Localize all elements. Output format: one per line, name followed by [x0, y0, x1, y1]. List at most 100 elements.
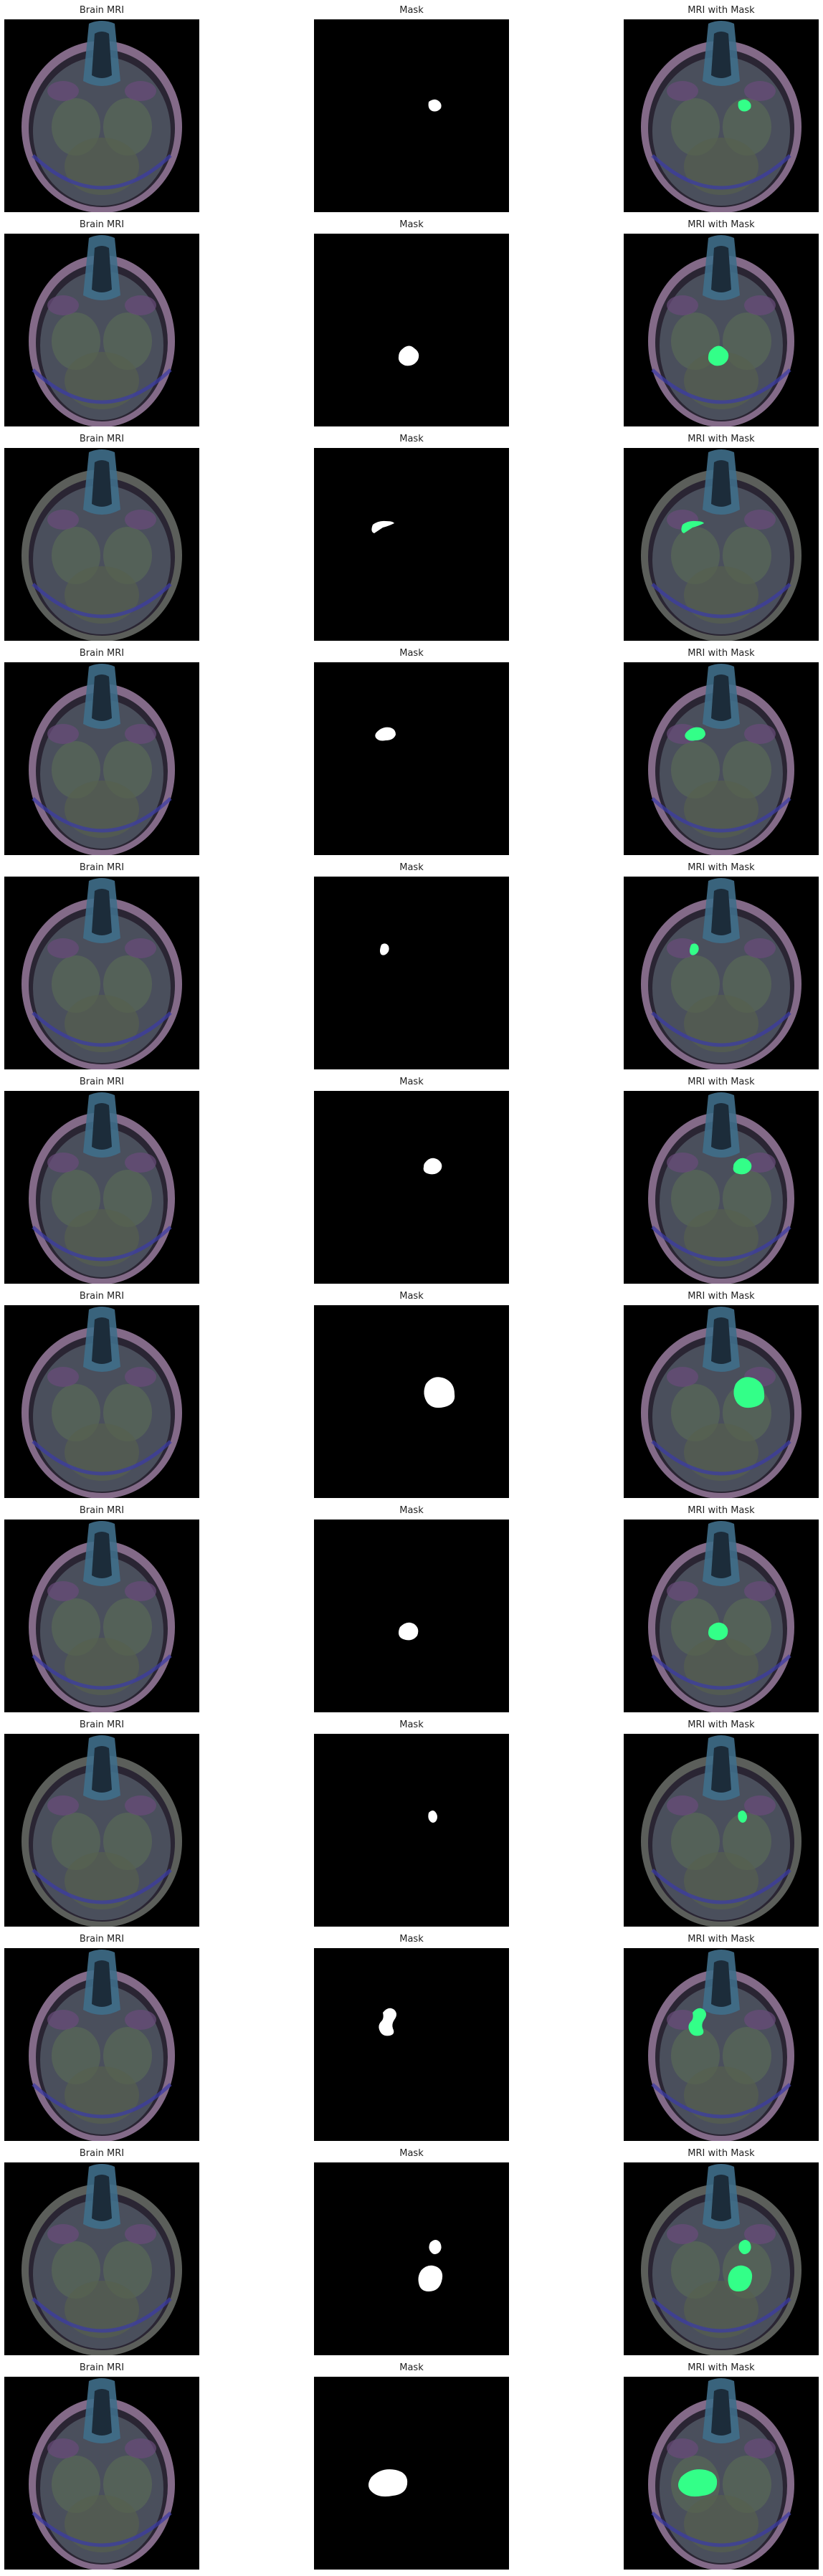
- overlay-image: [624, 234, 819, 426]
- overlay-lesion: [681, 520, 704, 533]
- panel-title: MRI with Mask: [688, 1291, 755, 1302]
- mask-panel: Mask: [314, 862, 509, 1069]
- brain-mri-panel: Brain MRI: [4, 4, 199, 212]
- panel-title: Mask: [399, 219, 424, 230]
- mask-panel: Mask: [314, 433, 509, 641]
- panel-title: Mask: [399, 862, 424, 873]
- mri-with-mask-panel: MRI with Mask: [624, 1933, 819, 2141]
- mri-image: [4, 2162, 199, 2355]
- mask-blob: [428, 1811, 437, 1823]
- mri-with-mask-panel: MRI with Mask: [624, 1290, 819, 1498]
- mask-panel: Mask: [314, 2362, 509, 2570]
- overlay-image: [624, 1305, 819, 1498]
- sample-row: Brain MRI Mask MRI with Mask: [0, 1933, 823, 2147]
- mask-blob: [418, 2240, 443, 2291]
- mri-image: [4, 2377, 199, 2570]
- overlay-lesion: [738, 1811, 747, 1823]
- panel-title: Brain MRI: [79, 1934, 125, 1945]
- panel-title: MRI with Mask: [688, 1077, 755, 1087]
- panel-title: MRI with Mask: [688, 434, 755, 444]
- mri-image: [4, 1305, 199, 1498]
- panel-title: Mask: [399, 648, 424, 659]
- mri-image: [4, 448, 199, 641]
- mask-image: [314, 1520, 509, 1712]
- sample-row: Brain MRI Mask MRI with Mask: [0, 1719, 823, 1933]
- mask-image: [314, 1091, 509, 1284]
- panel-title: MRI with Mask: [688, 5, 755, 16]
- overlay-image: [624, 2377, 819, 2570]
- mask-image: [314, 2377, 509, 2570]
- panel-title: Mask: [399, 2148, 424, 2159]
- mask-panel: Mask: [314, 1933, 509, 2141]
- mri-image: [4, 19, 199, 212]
- brain-mri-panel: Brain MRI: [4, 1076, 199, 1284]
- mri-image: [4, 877, 199, 1069]
- brain-mri-panel: Brain MRI: [4, 2362, 199, 2570]
- mri-with-mask-panel: MRI with Mask: [624, 433, 819, 641]
- mask-panel: Mask: [314, 1076, 509, 1284]
- mri-image: [4, 662, 199, 855]
- mask-blob: [428, 99, 442, 112]
- mri-with-mask-panel: MRI with Mask: [624, 1076, 819, 1284]
- mask-blob: [398, 345, 419, 366]
- sample-row: Brain MRI Mask MRI with Mask: [0, 647, 823, 862]
- sample-row: Brain MRI Mask MRI with Mask: [0, 219, 823, 433]
- mask-panel: Mask: [314, 4, 509, 212]
- panel-title: Brain MRI: [79, 1291, 125, 1302]
- brain-mri-panel: Brain MRI: [4, 433, 199, 641]
- panel-title: MRI with Mask: [688, 2362, 755, 2373]
- panel-title: MRI with Mask: [688, 219, 755, 230]
- mri-with-mask-panel: MRI with Mask: [624, 862, 819, 1069]
- panel-title: MRI with Mask: [688, 1934, 755, 1945]
- panel-title: Mask: [399, 1291, 424, 1302]
- mask-blob: [399, 1622, 419, 1641]
- sample-row: Brain MRI Mask MRI with Mask: [0, 433, 823, 647]
- mri-with-mask-panel: MRI with Mask: [624, 2362, 819, 2570]
- panel-title: MRI with Mask: [688, 1505, 755, 1516]
- mask-panel: Mask: [314, 647, 509, 855]
- overlay-image: [624, 1734, 819, 1927]
- panel-title: Brain MRI: [79, 2362, 125, 2373]
- panel-title: Mask: [399, 1505, 424, 1516]
- brain-mri-panel: Brain MRI: [4, 862, 199, 1069]
- mri-image: [4, 234, 199, 426]
- sample-row: Brain MRI Mask MRI with Mask: [0, 1290, 823, 1504]
- panel-title: Mask: [399, 1077, 424, 1087]
- overlay-lesion: [733, 1158, 752, 1175]
- mask-blob: [371, 520, 394, 533]
- mask-blob: [423, 1158, 442, 1175]
- overlay-image: [624, 2162, 819, 2355]
- brain-mri-panel: Brain MRI: [4, 647, 199, 855]
- overlay-image: [624, 448, 819, 641]
- mri-with-mask-panel: MRI with Mask: [624, 219, 819, 426]
- mri-with-mask-panel: MRI with Mask: [624, 1504, 819, 1712]
- mask-image: [314, 1734, 509, 1927]
- brain-mri-panel: Brain MRI: [4, 2147, 199, 2355]
- mri-with-mask-panel: MRI with Mask: [624, 647, 819, 855]
- mri-image: [4, 1091, 199, 1284]
- overlay-image: [624, 1091, 819, 1284]
- mask-image: [314, 19, 509, 212]
- panel-title: Brain MRI: [79, 434, 125, 444]
- mask-panel: Mask: [314, 1290, 509, 1498]
- brain-mri-panel: Brain MRI: [4, 1504, 199, 1712]
- panel-title: Brain MRI: [79, 648, 125, 659]
- mri-image: [4, 1948, 199, 2141]
- mask-blob: [380, 943, 389, 955]
- sample-row: Brain MRI Mask MRI with Mask: [0, 862, 823, 1076]
- panel-title: MRI with Mask: [688, 1719, 755, 1730]
- sample-row: Brain MRI Mask MRI with Mask: [0, 2147, 823, 2362]
- overlay-lesion: [738, 99, 751, 112]
- mask-image: [314, 1305, 509, 1498]
- panel-title: Brain MRI: [79, 1505, 125, 1516]
- panel-title: Brain MRI: [79, 219, 125, 230]
- brain-mri-panel: Brain MRI: [4, 219, 199, 426]
- mask-blob: [424, 1377, 455, 1408]
- mask-blob: [379, 2008, 396, 2036]
- overlay-lesion: [688, 2008, 706, 2036]
- mri-with-mask-panel: MRI with Mask: [624, 1719, 819, 1927]
- overlay-image: [624, 662, 819, 855]
- mask-image: [314, 1948, 509, 2141]
- overlay-lesion: [728, 2240, 753, 2291]
- panel-title: Brain MRI: [79, 1077, 125, 1087]
